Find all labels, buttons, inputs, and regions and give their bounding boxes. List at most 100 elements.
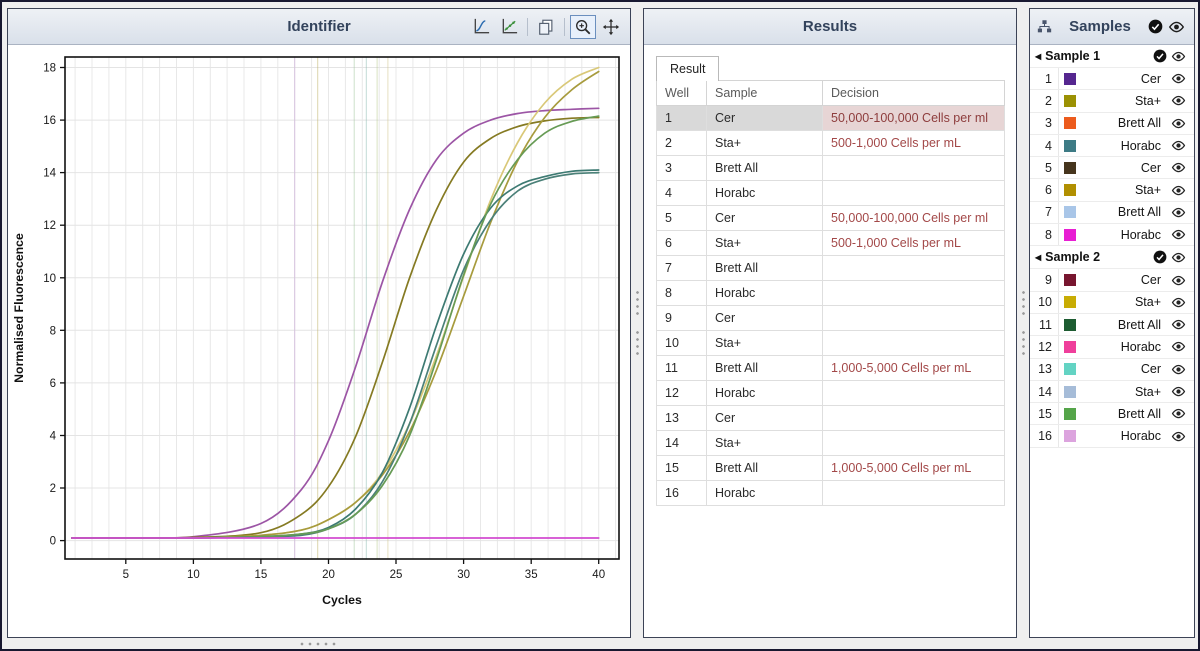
well-visibility-button[interactable] — [1169, 73, 1188, 84]
table-row[interactable]: 9 Cer — [656, 305, 1005, 331]
sample-well-row[interactable]: 12 Horabc — [1030, 336, 1194, 359]
y-axis-label: Normalised Fluorescence — [12, 233, 26, 383]
table-row[interactable]: 4 Horabc — [656, 180, 1005, 206]
well-number: 10 — [1038, 295, 1052, 310]
well-visibility-button[interactable] — [1169, 297, 1188, 308]
results-body: Result Well Sample Decision 1 Cer 50,000-100,… — [644, 45, 1016, 637]
samples-visibility-button[interactable] — [1166, 21, 1187, 33]
well-visibility-button[interactable] — [1169, 275, 1188, 286]
table-row[interactable]: 3 Brett All — [656, 155, 1005, 181]
cell-sample: Brett All — [706, 255, 823, 281]
well-visibility-button[interactable] — [1169, 229, 1188, 240]
table-row[interactable]: 2 Sta+ 500-1,000 Cells per mL — [656, 130, 1005, 156]
well-visibility-button[interactable] — [1169, 431, 1188, 442]
well-color-swatch — [1064, 117, 1076, 130]
identifier-panel: Identifier — [7, 8, 631, 638]
sample-group-row[interactable]: ◀ Sample 1 — [1030, 45, 1194, 68]
table-row[interactable]: 1 Cer 50,000-100,000 Cells per ml — [656, 105, 1005, 131]
table-row[interactable]: 8 Horabc — [656, 280, 1005, 306]
splitter-identifier-results[interactable] — [631, 8, 643, 638]
eye-icon — [1171, 96, 1186, 106]
sample-well-row[interactable]: 8 Horabc — [1030, 224, 1194, 247]
cell-well: 9 — [656, 305, 707, 331]
sample-group-row[interactable]: ◀ Sample 2 — [1030, 246, 1194, 270]
well-visibility-button[interactable] — [1169, 140, 1188, 151]
sample-well-row[interactable]: 13 Cer — [1030, 358, 1194, 381]
copy-button[interactable] — [533, 15, 559, 39]
cell-decision — [822, 180, 1005, 206]
sample-well-row[interactable]: 10 Sta+ — [1030, 291, 1194, 314]
well-color-swatch — [1064, 139, 1076, 152]
well-label: Sta+ — [1134, 183, 1161, 198]
svg-text:12: 12 — [43, 220, 56, 232]
well-number: 12 — [1038, 339, 1052, 354]
cell-sample: Sta+ — [706, 330, 823, 356]
well-number: 9 — [1045, 273, 1052, 288]
group-visibility-button[interactable] — [1169, 51, 1188, 62]
well-visibility-button[interactable] — [1169, 319, 1188, 330]
table-row[interactable]: 12 Horabc — [656, 380, 1005, 406]
splitter-grip[interactable] — [1020, 289, 1026, 317]
x-axis-label: Cycles — [322, 593, 362, 607]
group-check-button[interactable] — [1151, 250, 1169, 264]
log-view-button[interactable] — [496, 15, 522, 39]
svg-text:4: 4 — [50, 431, 57, 443]
well-visibility-button[interactable] — [1169, 95, 1188, 106]
cell-decision — [822, 155, 1005, 181]
svg-text:6: 6 — [50, 378, 56, 390]
samples-check-all-button[interactable] — [1146, 19, 1165, 34]
table-row[interactable]: 5 Cer 50,000-100,000 Cells per ml — [656, 205, 1005, 231]
group-check-button[interactable] — [1151, 49, 1169, 63]
svg-text:2: 2 — [50, 483, 56, 495]
collapse-triangle-icon[interactable]: ◀ — [1035, 51, 1042, 61]
sample-well-row[interactable]: 14 Sta+ — [1030, 380, 1194, 404]
sample-well-row[interactable]: 11 Brett All — [1030, 313, 1194, 337]
amplification-view-button[interactable] — [468, 15, 494, 39]
well-visibility-button[interactable] — [1169, 341, 1188, 352]
well-label: Sta+ — [1134, 93, 1161, 108]
splitter-grip[interactable] — [1020, 329, 1026, 357]
svg-text:16: 16 — [43, 115, 56, 127]
table-row[interactable]: 16 Horabc — [656, 480, 1005, 506]
zoom-button[interactable] — [570, 14, 596, 39]
sample-well-row[interactable]: 5 Cer — [1030, 157, 1194, 180]
well-number: 13 — [1038, 362, 1052, 377]
table-row[interactable]: 15 Brett All 1,000-5,000 Cells per mL — [656, 455, 1005, 481]
table-row[interactable]: 7 Brett All — [656, 255, 1005, 281]
sample-well-row[interactable]: 9 Cer — [1030, 269, 1194, 292]
table-row[interactable]: 14 Sta+ — [656, 430, 1005, 456]
splitter-grip[interactable] — [634, 329, 640, 357]
splitter-grip[interactable] — [634, 289, 640, 317]
sample-well-row[interactable]: 7 Brett All — [1030, 201, 1194, 225]
well-visibility-button[interactable] — [1169, 364, 1188, 375]
group-visibility-button[interactable] — [1169, 252, 1188, 263]
sample-well-row[interactable]: 2 Sta+ — [1030, 90, 1194, 113]
tab-result[interactable]: Result — [656, 56, 720, 81]
well-label: Horabc — [1120, 138, 1161, 153]
collapse-triangle-icon[interactable]: ◀ — [1035, 252, 1042, 262]
sample-well-row[interactable]: 6 Sta+ — [1030, 179, 1194, 202]
eye-icon — [1171, 364, 1186, 374]
splitter-results-samples[interactable] — [1017, 8, 1029, 638]
sample-well-row[interactable]: 15 Brett All — [1030, 403, 1194, 426]
table-row[interactable]: 10 Sta+ — [656, 330, 1005, 356]
sample-well-row[interactable]: 16 Horabc — [1030, 425, 1194, 448]
well-visibility-button[interactable] — [1169, 386, 1188, 397]
pan-button[interactable] — [598, 15, 624, 39]
well-visibility-button[interactable] — [1169, 118, 1188, 129]
table-row[interactable]: 6 Sta+ 500-1,000 Cells per mL — [656, 230, 1005, 256]
well-visibility-button[interactable] — [1169, 185, 1188, 196]
well-visibility-button[interactable] — [1169, 162, 1188, 173]
table-row[interactable]: 11 Brett All 1,000-5,000 Cells per mL — [656, 355, 1005, 381]
chart-area[interactable]: 5 10 15 20 25 30 35 40 0 2 4 6 8 10 12 14 16 18 Cycles Norm… — [8, 45, 630, 637]
well-visibility-button[interactable] — [1169, 207, 1188, 218]
well-number: 3 — [1045, 116, 1052, 131]
well-label: Cer — [1140, 273, 1161, 288]
sample-well-row[interactable]: 4 Horabc — [1030, 134, 1194, 158]
horizontal-resize-grip[interactable] — [298, 641, 336, 647]
well-visibility-button[interactable] — [1169, 408, 1188, 419]
sample-well-row[interactable]: 1 Cer — [1030, 68, 1194, 91]
sample-well-row[interactable]: 3 Brett All — [1030, 112, 1194, 135]
table-row[interactable]: 13 Cer — [656, 405, 1005, 431]
